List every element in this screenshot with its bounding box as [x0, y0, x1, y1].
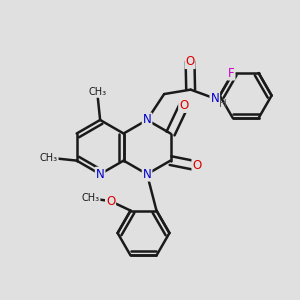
Text: N: N	[96, 168, 104, 181]
Text: N: N	[143, 113, 152, 127]
Text: H: H	[219, 99, 227, 109]
Text: N: N	[143, 168, 152, 181]
Text: F: F	[228, 67, 235, 80]
Text: CH₃: CH₃	[88, 87, 106, 97]
Text: N: N	[210, 92, 219, 105]
Text: O: O	[192, 159, 202, 172]
Text: O: O	[106, 195, 115, 208]
Text: CH₃: CH₃	[40, 153, 58, 163]
Text: CH₃: CH₃	[82, 193, 100, 203]
Text: O: O	[179, 99, 188, 112]
Text: O: O	[185, 55, 195, 68]
